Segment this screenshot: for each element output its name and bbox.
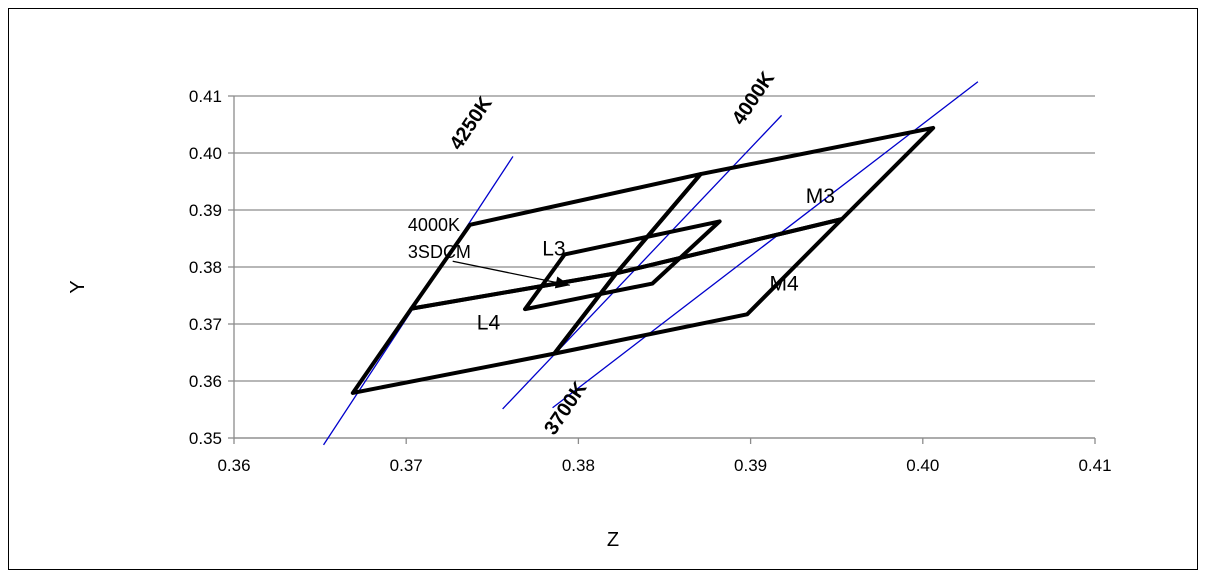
isotherm-line (552, 81, 979, 409)
x-tick-label: 0.39 (734, 456, 767, 475)
sdcm-region (523, 219, 722, 312)
isotherm-label: 3700K (540, 377, 592, 439)
region-label-m3: M3 (806, 185, 835, 208)
sdcm-label-line1: 4000K (408, 215, 460, 235)
sdcm-label-line2: 3SDCM (408, 242, 471, 262)
y-tick-label: 0.41 (189, 87, 222, 106)
x-tick-label: 0.38 (562, 456, 595, 475)
y-tick-label: 0.40 (189, 144, 222, 163)
labels: 0.35 0.36 0.37 0.38 0.39 0.40 0.41 0.36 0.37 0.38… (189, 67, 1112, 475)
x-tick-label: 0.41 (1078, 456, 1111, 475)
axes (228, 95, 1096, 444)
x-tick-label: 0.40 (906, 456, 939, 475)
bin-m3 (614, 125, 936, 276)
y-tick-label: 0.36 (189, 372, 222, 391)
x-axis-title: Z (607, 529, 619, 551)
region-label-l4: L4 (477, 312, 501, 335)
y-tick-label: 0.38 (189, 258, 222, 277)
gridlines (234, 95, 1095, 439)
annotation-arrow (452, 260, 570, 286)
x-tick-label: 0.36 (217, 456, 250, 475)
region-label-m4: M4 (770, 272, 799, 295)
y-tick-label: 0.35 (189, 429, 222, 448)
region-label-l3: L3 (542, 238, 565, 261)
isotherm-line (502, 114, 783, 410)
y-tick-label: 0.39 (189, 201, 222, 220)
x-tick-label: 0.37 (390, 456, 423, 475)
y-axis-title: Y (67, 280, 89, 293)
annotation-arrowhead (554, 276, 570, 289)
isotherm-label: 4250K (445, 92, 497, 154)
series (323, 81, 979, 446)
isotherm-label: 4000K (728, 67, 780, 129)
y-tick-label: 0.37 (189, 315, 222, 334)
